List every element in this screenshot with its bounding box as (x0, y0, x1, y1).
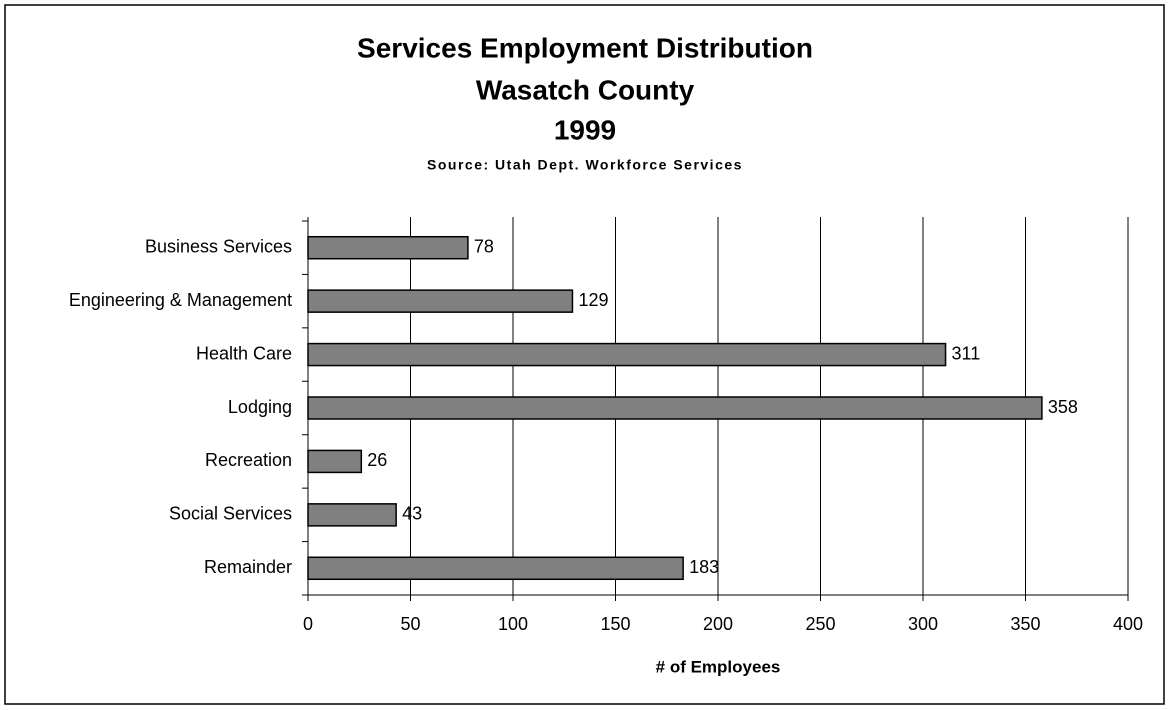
y-tick-label: Business Services (145, 236, 292, 256)
bar (307, 289, 574, 313)
data-label: 43 (402, 504, 422, 524)
bar (307, 342, 947, 367)
x-tick-label: 50 (400, 614, 420, 634)
y-tick-label: Remainder (204, 557, 292, 577)
x-tick-label: 100 (498, 614, 528, 634)
x-tick-label: 350 (1010, 614, 1040, 634)
y-tick-label: Recreation (205, 450, 292, 470)
data-label: 26 (367, 450, 387, 470)
x-tick-label: 400 (1113, 614, 1143, 634)
chart-title: Services Employment Distribution (357, 32, 813, 63)
x-tick-label: 0 (303, 614, 313, 634)
y-tick-label: Health Care (196, 343, 292, 363)
data-label: 78 (474, 236, 494, 256)
y-tick-label: Lodging (228, 397, 292, 417)
x-tick-label: 150 (600, 614, 630, 634)
x-axis-label: # of Employees (656, 657, 781, 676)
data-label: 358 (1048, 397, 1078, 417)
chart-title: 1999 (554, 114, 616, 145)
y-tick-label: Social Services (169, 504, 292, 524)
x-tick-label: 300 (908, 614, 938, 634)
bar (307, 449, 363, 474)
bar (307, 556, 684, 581)
bar (307, 503, 397, 527)
data-label: 183 (689, 557, 719, 577)
y-tick-label: Engineering & Management (69, 290, 292, 310)
x-tick-label: 250 (805, 614, 835, 634)
data-label: 129 (578, 290, 608, 310)
bar (307, 235, 469, 260)
bar (307, 396, 1043, 420)
x-tick-label: 200 (703, 614, 733, 634)
data-label: 311 (952, 343, 981, 363)
chart-title: Wasatch County (476, 74, 695, 105)
chart-subtitle: Source: Utah Dept. Workforce Services (427, 157, 743, 173)
